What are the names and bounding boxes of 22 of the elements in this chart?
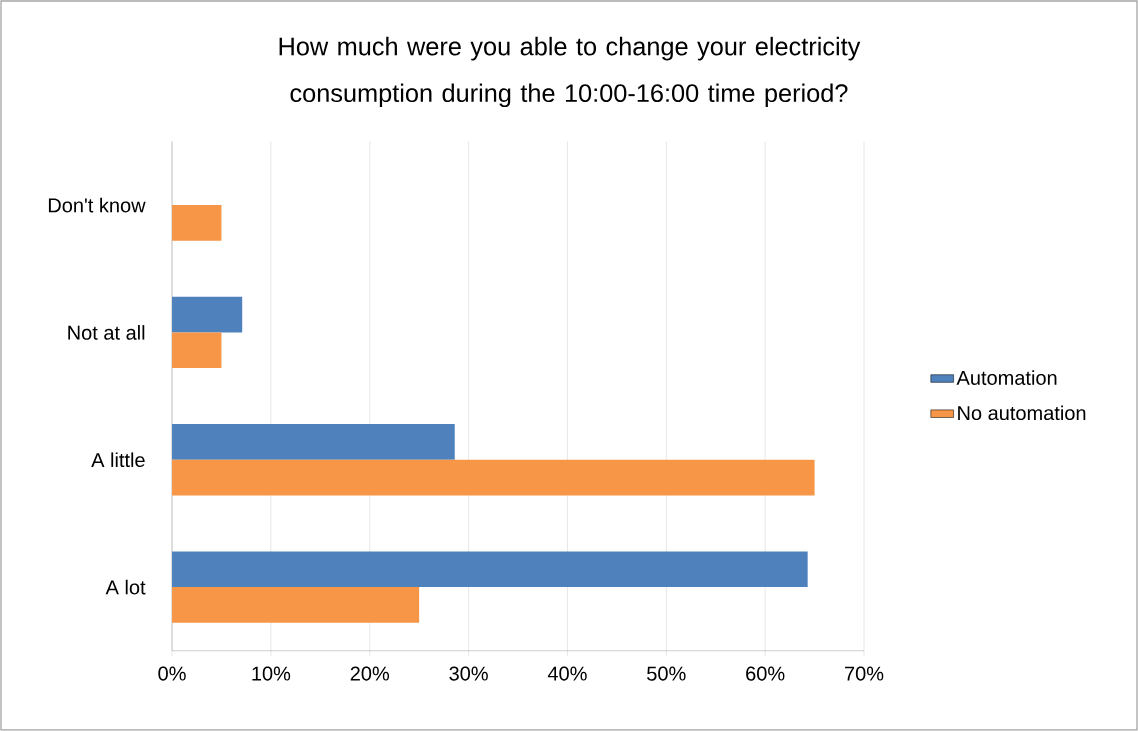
x-tick-label: 10%: [252, 666, 291, 681]
bar: [172, 205, 222, 241]
x-tick-label: 20%: [350, 666, 390, 681]
y-tick-label: Not at all: [68, 325, 145, 340]
x-tick-label: 40%: [547, 666, 587, 681]
bar: [172, 551, 808, 588]
x-tick-label: 30%: [449, 666, 488, 681]
x-tick-label: 60%: [746, 666, 785, 681]
bar: [172, 459, 815, 496]
bar: [172, 424, 455, 460]
y-tick-label: A little: [91, 452, 145, 468]
legend-label: No automation: [958, 405, 1086, 421]
y-tick-label: A lot: [105, 579, 146, 595]
y-tick-label: Don't know: [48, 197, 146, 213]
legend-label: Automation: [956, 370, 1057, 385]
bar: [172, 587, 420, 623]
chart-title: How much were you able to change your electricity consumption during the 10:00-16:00 time period?: [279, 36, 861, 108]
bar: [172, 296, 243, 333]
x-tick-label: 50%: [647, 666, 686, 681]
x-tick-label: 70%: [845, 666, 884, 681]
bar: [172, 332, 222, 369]
x-tick-label: 0%: [158, 666, 186, 681]
